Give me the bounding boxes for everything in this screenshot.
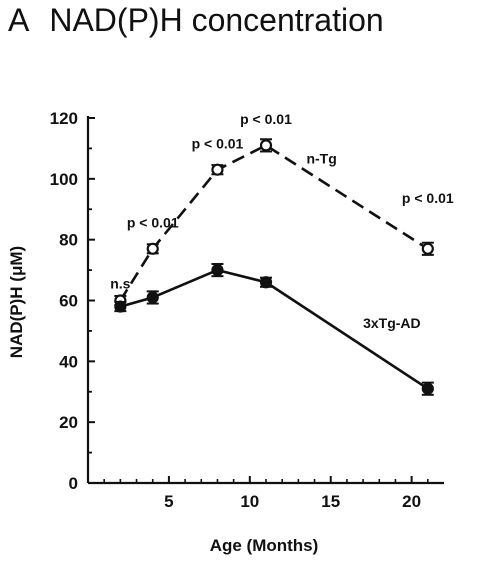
series-label: 3xTg-AD	[363, 315, 421, 331]
series-label: n-Tg	[306, 151, 336, 167]
data-point-3xtg-ad	[259, 276, 273, 289]
data-point-3xtg-ad	[146, 291, 159, 304]
y-tick-label: 60	[59, 292, 78, 311]
series-layer	[114, 138, 434, 396]
x-tick-label: 5	[164, 492, 173, 511]
significance-label: p < 0.01	[192, 135, 244, 151]
panel-label: A	[8, 2, 30, 38]
y-tick-label: 40	[59, 352, 78, 371]
x-tick-label: 10	[240, 492, 259, 511]
data-point-n-tg	[259, 139, 273, 152]
significance-label: p < 0.01	[402, 190, 454, 206]
significance-label: p < 0.01	[240, 111, 292, 127]
chart-title-text: NAD(P)H concentration	[49, 2, 384, 38]
significance-label: n.s	[110, 275, 130, 291]
labels: n.s p < 0.01 p < 0.01 p < 0.01 p < 0.01 n-Tg 3…	[110, 111, 454, 331]
data-point-3xtg-ad	[421, 382, 434, 395]
x-tick-label: 15	[321, 492, 340, 511]
y-tick-label: 20	[59, 413, 78, 432]
y-tick-label: 80	[59, 231, 78, 250]
y-tick-label: 120	[50, 109, 78, 128]
data-point-n-tg	[211, 163, 224, 176]
y-axis-title: NAD(P)H (μM)	[7, 246, 26, 358]
data-point-n-tg	[146, 242, 159, 255]
y-tick-label: 0	[69, 474, 78, 493]
x-axis-title: Age (Months)	[210, 536, 319, 555]
chart-title: A NAD(P)H concentration	[8, 2, 384, 39]
data-point-3xtg-ad	[211, 263, 224, 277]
data-point-3xtg-ad	[114, 300, 127, 313]
axes: 0 20 40 60 80 100 120 5 10 15 20	[50, 109, 444, 511]
significance-label: p < 0.01	[127, 215, 179, 231]
x-tick-label: 20	[402, 492, 421, 511]
data-point-n-tg	[421, 242, 434, 255]
y-tick-label: 100	[50, 170, 78, 189]
